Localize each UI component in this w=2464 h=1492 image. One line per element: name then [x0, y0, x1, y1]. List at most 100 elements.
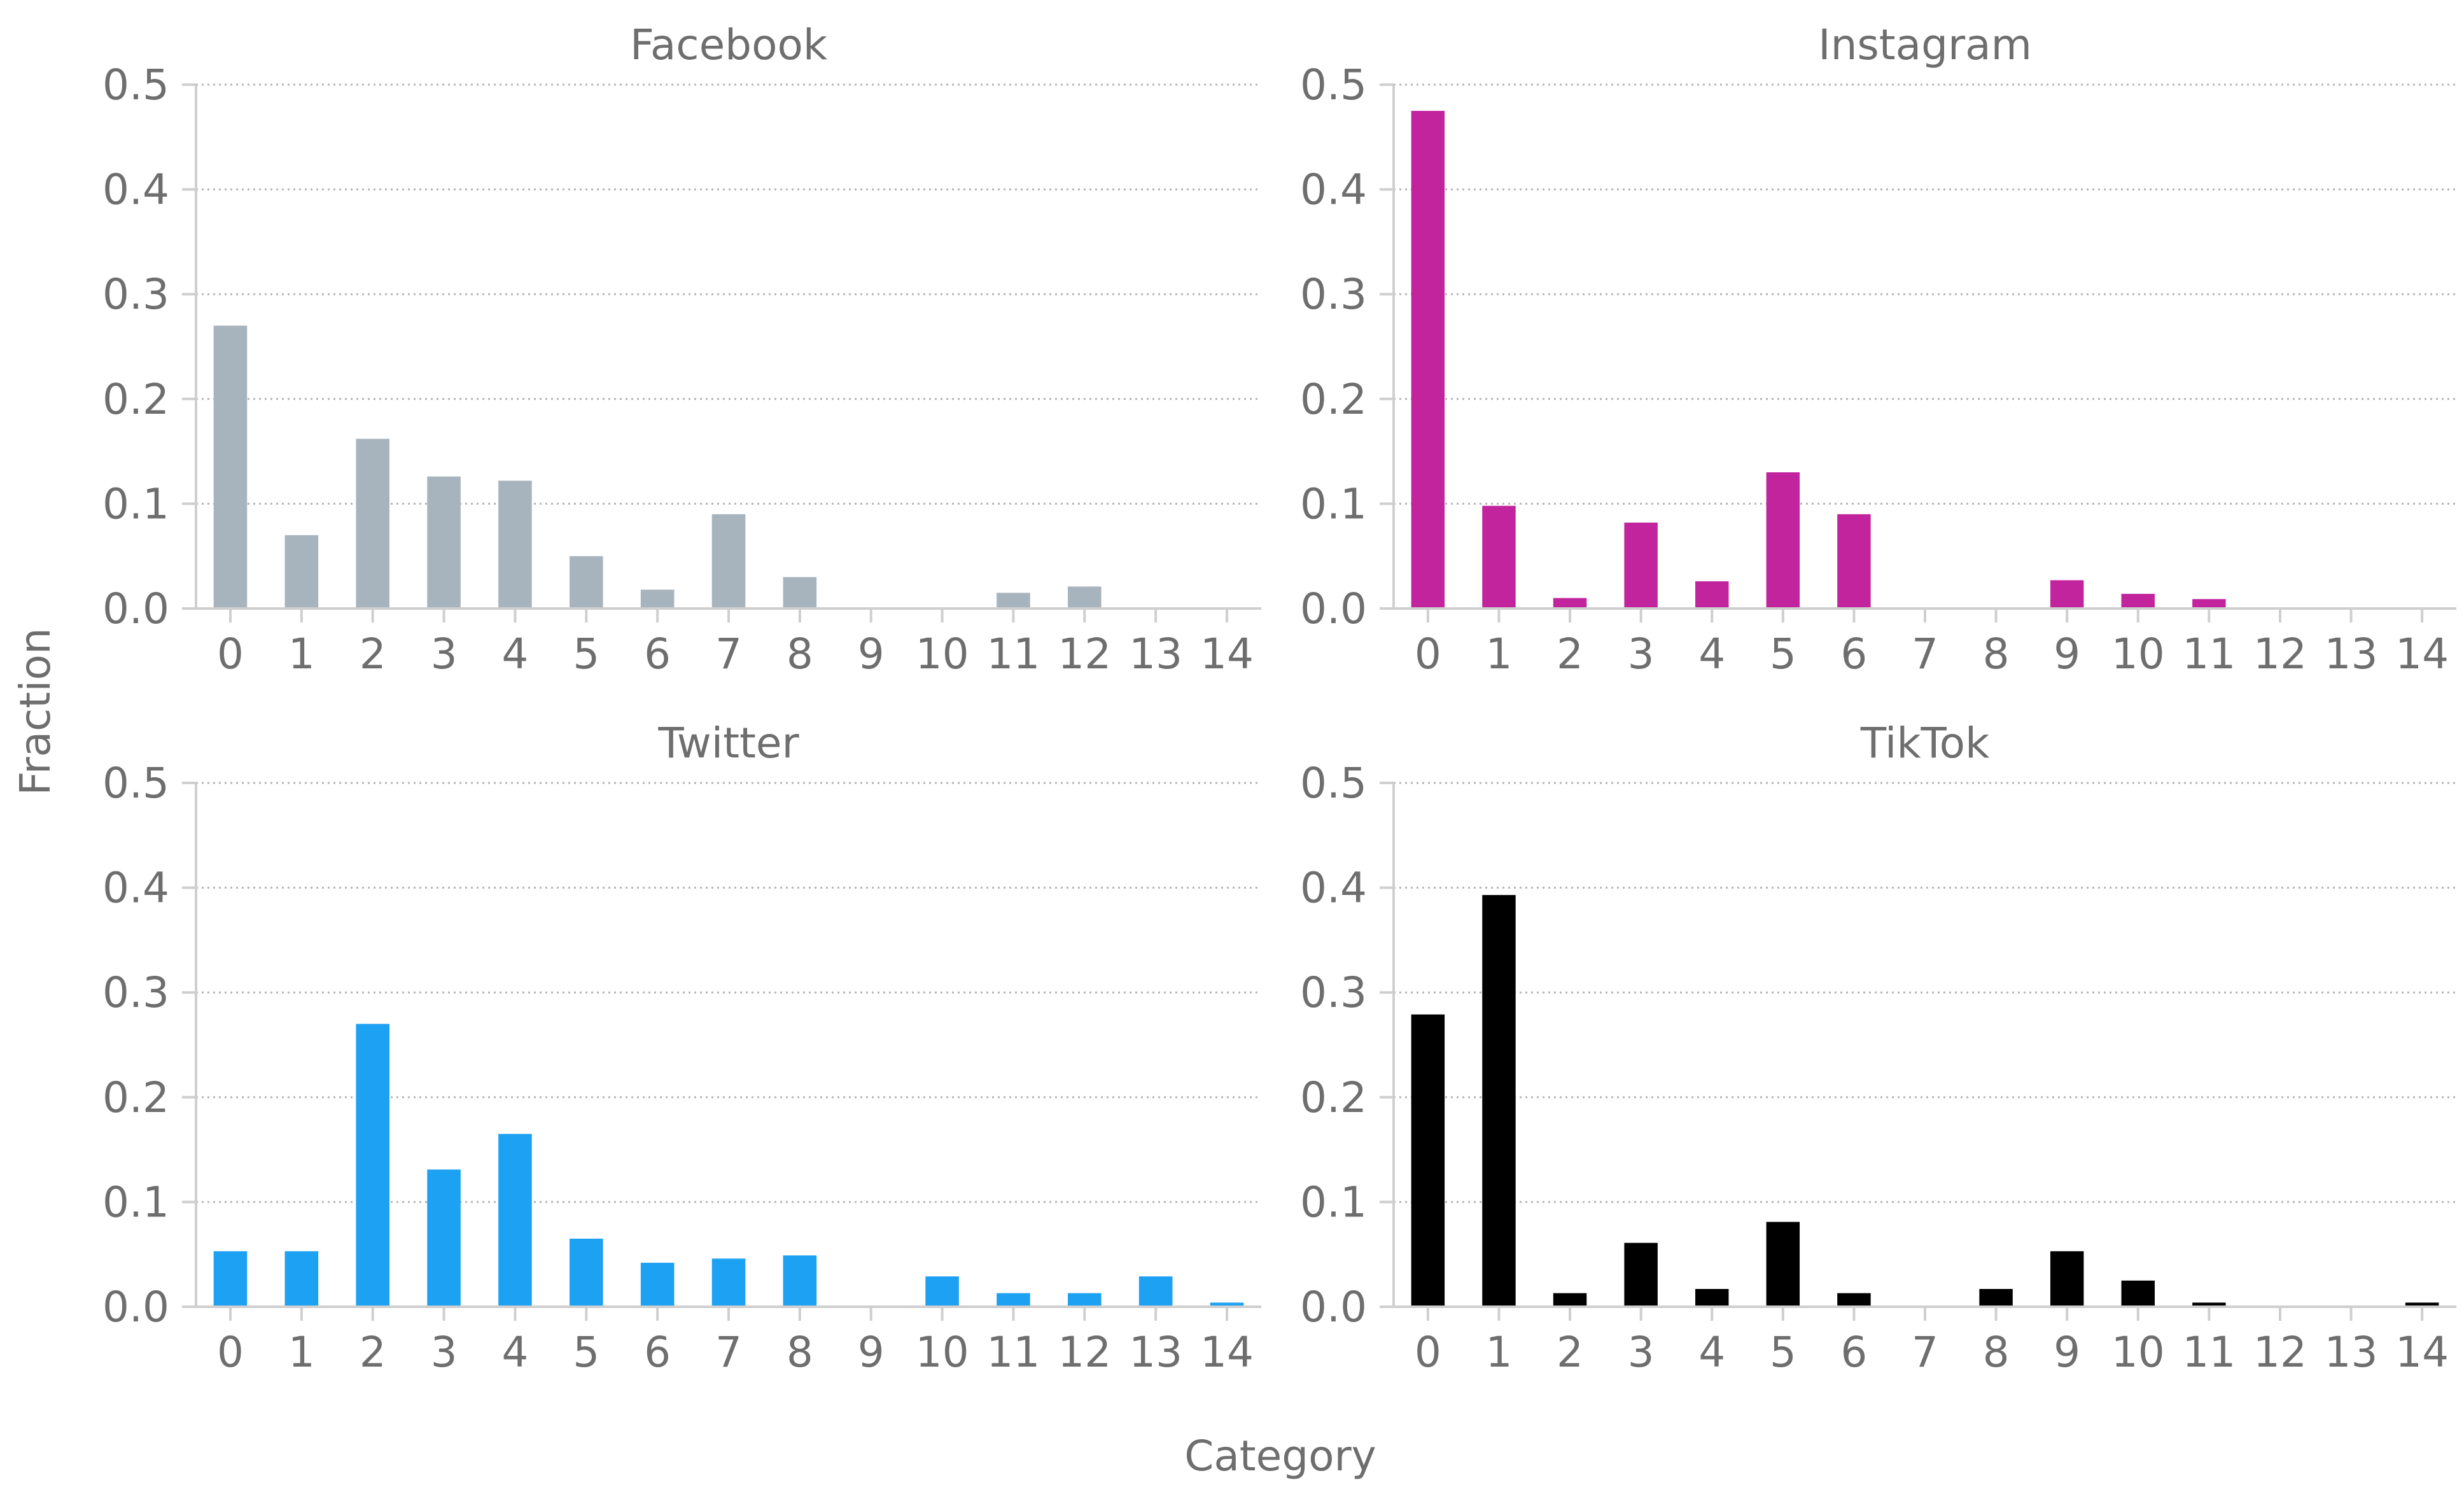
- bar-twitter-4: [498, 1134, 532, 1307]
- x-tick-label: 6: [1840, 1328, 1867, 1377]
- x-tick-label: 4: [501, 630, 528, 679]
- x-tick-label: 13: [1129, 1328, 1182, 1377]
- x-tick-label: 3: [1628, 630, 1655, 679]
- y-tick-label: 0.4: [102, 864, 169, 913]
- bar-tiktok-6: [1837, 1293, 1871, 1307]
- bar-twitter-14: [1210, 1302, 1244, 1307]
- x-tick-label: 0: [217, 1328, 244, 1377]
- y-tick-label: 0.2: [1300, 375, 1367, 424]
- x-tick-label: 8: [787, 1328, 813, 1377]
- x-tick-label: 4: [501, 1328, 528, 1377]
- y-tick-label: 0.4: [1300, 165, 1367, 215]
- x-tick-label: 8: [787, 630, 813, 679]
- x-tick-label: 8: [1983, 630, 2010, 679]
- y-tick-label: 0.5: [1300, 60, 1367, 109]
- y-tick-label: 0.0: [1300, 584, 1367, 633]
- y-tick-label: 0.5: [1300, 759, 1367, 808]
- bar-instagram-0: [1411, 111, 1445, 609]
- bar-facebook-8: [783, 577, 817, 609]
- bar-instagram-11: [2192, 599, 2226, 609]
- y-tick-label: 0.3: [102, 270, 169, 319]
- bar-tiktok-2: [1553, 1293, 1587, 1307]
- x-tick-label: 11: [2182, 1328, 2236, 1377]
- y-tick-label: 0.0: [1300, 1283, 1367, 1332]
- bar-facebook-2: [356, 439, 390, 609]
- bar-twitter-12: [1067, 1293, 1102, 1307]
- bar-tiktok-5: [1766, 1221, 1800, 1307]
- bar-facebook-6: [640, 589, 675, 609]
- x-tick-label: 10: [2111, 1328, 2165, 1377]
- x-tick-label: 13: [2325, 630, 2378, 679]
- x-tick-label: 5: [1770, 1328, 1796, 1377]
- x-tick-label: 0: [217, 630, 244, 679]
- x-tick-label: 8: [1983, 1328, 2010, 1377]
- y-tick-label: 0.0: [102, 1283, 169, 1332]
- panel-title-facebook: Facebook: [630, 20, 828, 69]
- x-tick-label: 5: [573, 1328, 599, 1377]
- x-tick-label: 5: [1770, 630, 1796, 679]
- x-tick-label: 14: [1200, 630, 1254, 679]
- x-tick-label: 2: [1557, 1328, 1583, 1377]
- x-tick-label: 0: [1415, 1328, 1441, 1377]
- bar-facebook-1: [284, 535, 319, 609]
- x-tick-label: 1: [1485, 630, 1512, 679]
- x-tick-label: 12: [1058, 1328, 1111, 1377]
- bar-twitter-5: [569, 1239, 603, 1307]
- x-tick-label: 1: [288, 1328, 315, 1377]
- x-tick-label: 7: [1912, 630, 1938, 679]
- bar-instagram-3: [1624, 523, 1658, 609]
- bar-facebook-7: [711, 514, 746, 609]
- x-tick-label: 7: [1912, 1328, 1938, 1377]
- x-tick-label: 12: [1058, 630, 1111, 679]
- bar-twitter-8: [783, 1255, 817, 1307]
- x-tick-label: 10: [916, 1328, 969, 1377]
- bar-tiktok-11: [2192, 1302, 2226, 1307]
- x-tick-label: 10: [916, 630, 969, 679]
- y-tick-label: 0.2: [1300, 1073, 1367, 1122]
- bar-instagram-1: [1482, 505, 1516, 609]
- bar-instagram-9: [2050, 580, 2084, 609]
- x-axis-label: Category: [1184, 1432, 1376, 1481]
- y-tick-label: 0.3: [1300, 968, 1367, 1017]
- bar-twitter-7: [711, 1258, 746, 1307]
- bar-instagram-6: [1837, 514, 1871, 609]
- y-tick-label: 0.2: [102, 375, 169, 424]
- bar-tiktok-8: [1979, 1289, 2013, 1307]
- panel-title-instagram: Instagram: [1818, 20, 2032, 69]
- x-tick-label: 9: [2054, 1328, 2080, 1377]
- x-tick-label: 3: [431, 630, 458, 679]
- panel-title-tiktok: TikTok: [1860, 719, 1990, 768]
- x-tick-label: 0: [1415, 630, 1441, 679]
- y-tick-label: 0.0: [102, 584, 169, 633]
- bar-tiktok-0: [1411, 1014, 1445, 1307]
- bar-twitter-2: [356, 1024, 390, 1307]
- x-tick-label: 9: [858, 1328, 885, 1377]
- x-tick-label: 4: [1698, 1328, 1725, 1377]
- bar-twitter-3: [427, 1169, 461, 1307]
- y-tick-label: 0.5: [102, 759, 169, 808]
- x-tick-label: 14: [2395, 630, 2449, 679]
- y-tick-label: 0.1: [1300, 479, 1367, 528]
- x-tick-label: 4: [1698, 630, 1725, 679]
- x-tick-label: 2: [360, 630, 386, 679]
- bar-twitter-1: [284, 1251, 319, 1307]
- x-tick-label: 13: [2325, 1328, 2378, 1377]
- bar-twitter-6: [640, 1262, 675, 1307]
- x-tick-label: 7: [715, 630, 742, 679]
- bar-facebook-0: [213, 325, 248, 609]
- x-tick-label: 14: [1200, 1328, 1254, 1377]
- x-tick-label: 1: [1485, 1328, 1512, 1377]
- bar-tiktok-10: [2121, 1280, 2155, 1307]
- bar-instagram-4: [1695, 581, 1729, 609]
- bar-instagram-10: [2121, 593, 2155, 609]
- x-tick-label: 12: [2253, 630, 2307, 679]
- x-tick-label: 5: [573, 630, 599, 679]
- x-tick-label: 11: [2182, 630, 2236, 679]
- x-tick-label: 2: [360, 1328, 386, 1377]
